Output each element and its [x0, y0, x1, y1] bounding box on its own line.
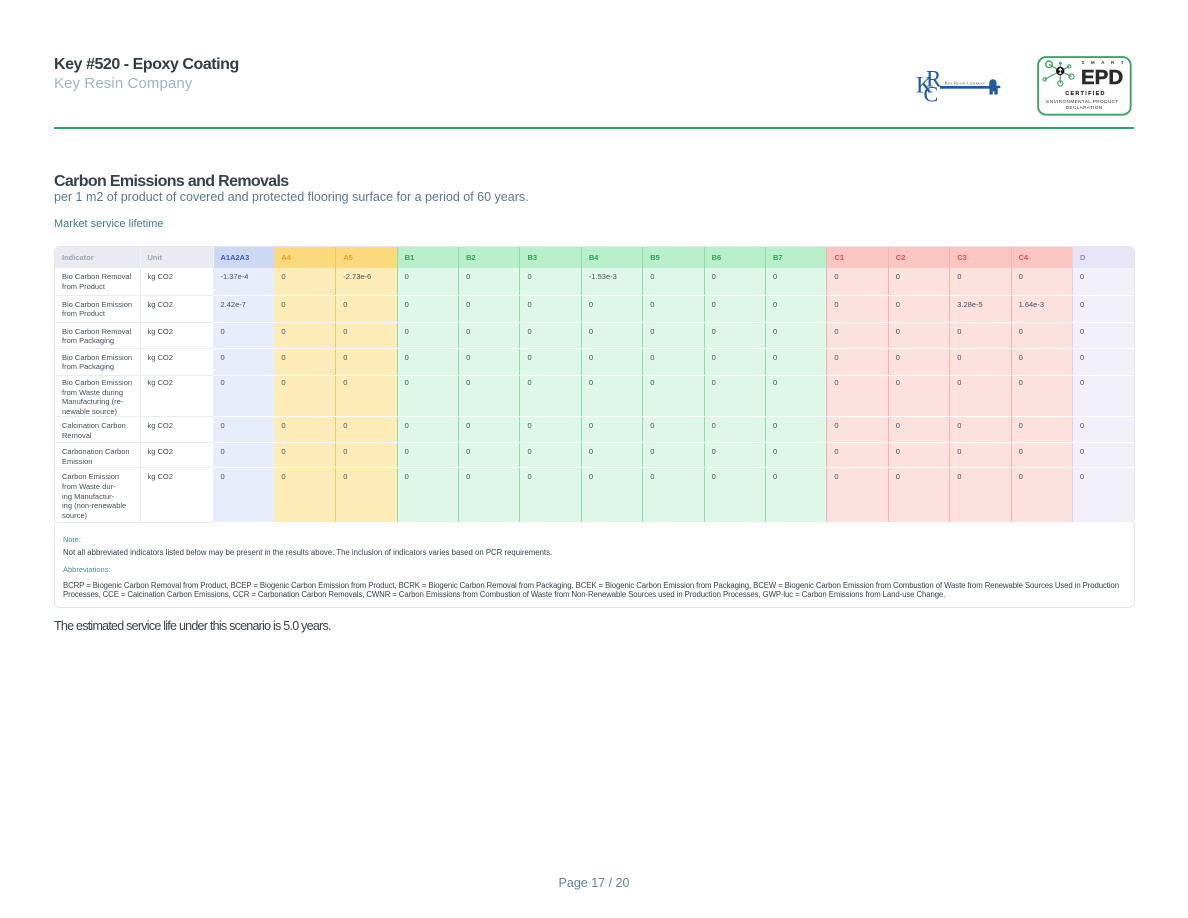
svg-text:CERTIFIED: CERTIFIED [1065, 90, 1106, 96]
svg-text:EPD: EPD [1081, 66, 1123, 89]
svg-text:ENVIRONMENTAL PRODUCT: ENVIRONMENTAL PRODUCT [1046, 99, 1118, 104]
svg-text:K: K [916, 72, 933, 97]
svg-text:R: R [926, 67, 942, 92]
svg-text:KEY RESIN COMPANY: KEY RESIN COMPANY [945, 81, 986, 86]
svg-text:SMART: SMART [1082, 60, 1131, 65]
svg-text:C: C [924, 81, 939, 106]
svg-text:DECLARATION: DECLARATION [1066, 104, 1103, 109]
